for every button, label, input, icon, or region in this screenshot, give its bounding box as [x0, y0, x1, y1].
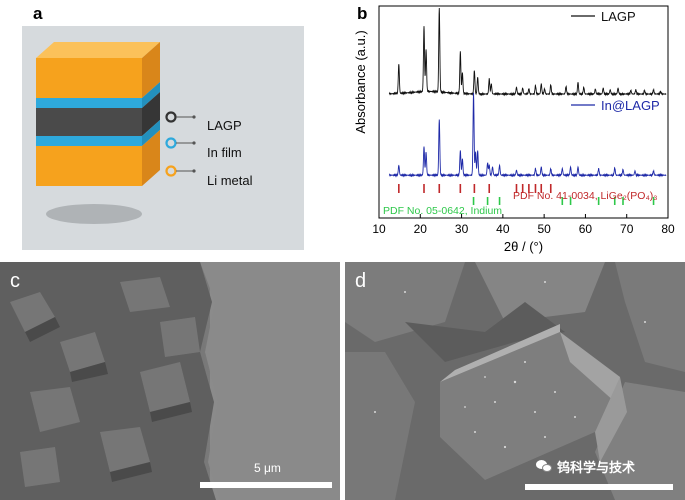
in-film-leader-dot — [192, 141, 196, 145]
x-tick-label: 50 — [537, 222, 551, 236]
x-tick-label: 40 — [496, 222, 510, 236]
panel-d-letter: d — [355, 270, 367, 292]
sem-c-shadows — [25, 317, 192, 482]
panel-c-letter: c — [10, 270, 20, 292]
watermark-text: 钨科学与技术 — [557, 460, 636, 475]
li-metal-layer-bottom — [36, 146, 142, 186]
y-axis-label: Absorbance (a.u.) — [353, 30, 368, 133]
plot-frame — [378, 5, 669, 219]
x-tick-label: 10 — [372, 222, 386, 236]
sem-d-particles — [374, 281, 646, 449]
x-axis-label: 2θ / (°) — [504, 239, 543, 254]
li-metal-top-side — [142, 42, 160, 98]
scale-label-c: 5 μm — [254, 461, 281, 475]
lagp-side — [142, 92, 160, 136]
x-tick-label: 60 — [579, 222, 593, 236]
ref-label-lgp: PDF No. 41-0034, LiGe₂(PO₄)₃ — [513, 190, 658, 202]
legend-label-li-metal: Li metal — [207, 173, 253, 188]
scale-bar-c — [200, 482, 332, 488]
li-metal-marker-icon — [165, 165, 177, 177]
legend-label-in-lagp-chart: In@LAGP — [601, 98, 660, 113]
sem-image-d — [345, 262, 685, 500]
panel-a-schematic — [22, 26, 304, 250]
li-metal-top-face — [36, 42, 160, 58]
in-film-bottom-side — [142, 120, 160, 146]
in-film-layer-bottom — [36, 136, 142, 146]
li-metal-layer-top — [36, 58, 142, 98]
legend-label-lagp: LAGP — [207, 118, 242, 133]
scale-bar-d — [525, 484, 673, 490]
x-tick-label: 20 — [414, 222, 428, 236]
in-film-layer-top — [36, 98, 142, 108]
block-shadow — [46, 204, 142, 224]
in-film-top-side — [142, 82, 160, 108]
in-film-marker-icon — [165, 137, 177, 149]
li-metal-bottom-side — [142, 130, 160, 186]
ref-label-indium: PDF No. 05-0642, Indium — [383, 205, 502, 217]
xrd-chart: 10 20 30 40 50 60 70 80 2θ / (°) Absorbance (a.u.… — [353, 5, 675, 254]
wechat-icon — [536, 460, 552, 473]
lagp-layer — [36, 108, 142, 136]
series-line-0 — [388, 8, 667, 97]
x-tick-label: 70 — [620, 222, 634, 236]
sem-d-crystal — [440, 324, 627, 480]
x-tick-label: 30 — [455, 222, 469, 236]
lagp-leader-dot — [192, 115, 196, 119]
x-tick-label: 80 — [661, 222, 675, 236]
sem-c-grains — [10, 277, 200, 487]
watermark: 钨科学与技术 — [536, 457, 635, 476]
lagp-marker-icon — [165, 111, 177, 123]
legend-label-in-film: In film — [207, 145, 242, 160]
sem-image-c — [0, 262, 340, 500]
panel-b-letter: b — [357, 4, 368, 23]
series-line-1 — [388, 92, 667, 178]
sem-c-smooth-region — [200, 262, 340, 500]
legend-label-lagp-chart: LAGP — [601, 9, 636, 24]
panel-a-letter: a — [33, 4, 43, 23]
li-metal-leader-dot — [192, 169, 196, 173]
